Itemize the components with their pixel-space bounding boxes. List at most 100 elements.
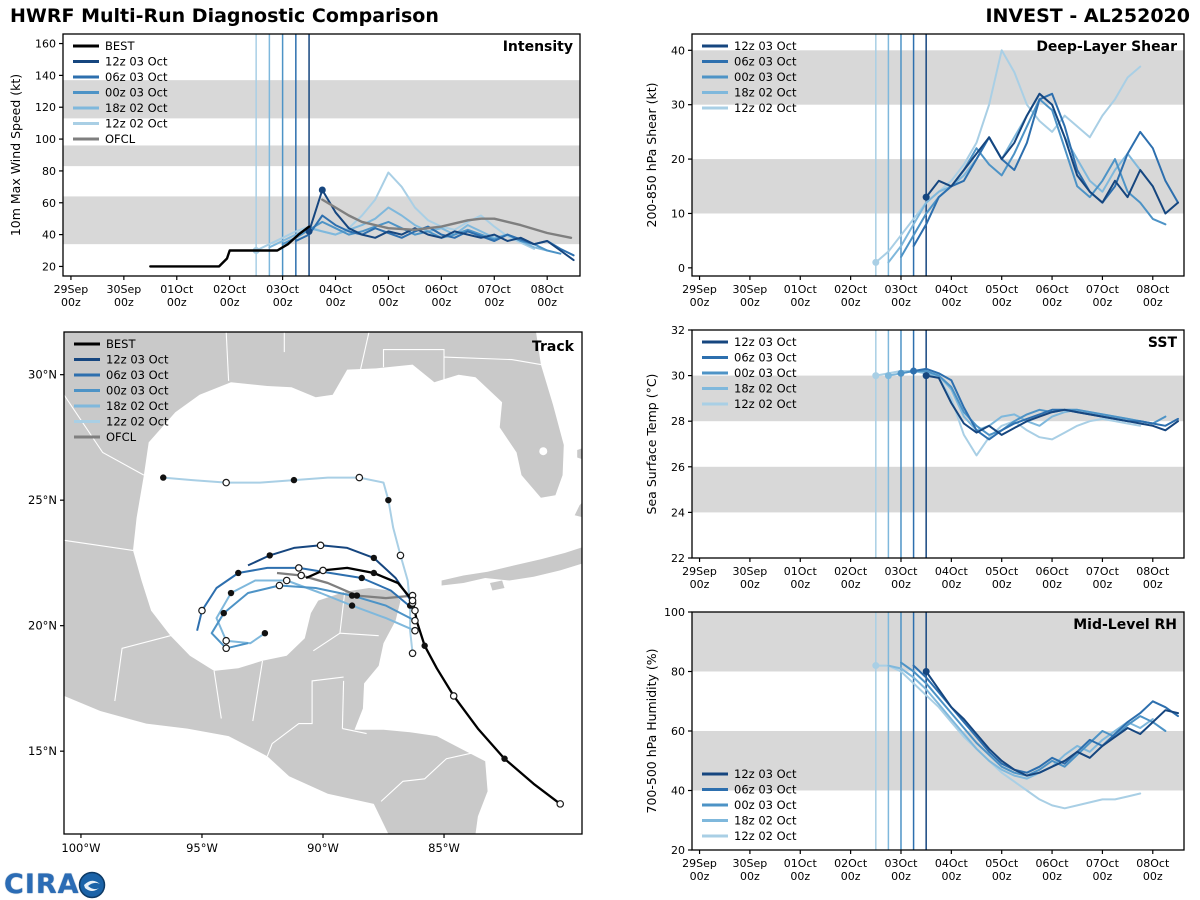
svg-text:07Oct: 07Oct: [1086, 565, 1120, 578]
svg-text:06Oct: 06Oct: [425, 283, 459, 296]
svg-text:00z: 00z: [941, 578, 961, 591]
svg-text:05Oct: 05Oct: [985, 283, 1019, 296]
svg-text:30: 30: [671, 370, 685, 383]
svg-text:BEST: BEST: [106, 337, 136, 351]
intensity-chart: 29Sep 00z 30Sep 00z 01Oct 00z 02Oct 00z 03Oct 00z…: [6, 28, 590, 322]
page-title: HWRF Multi-Run Diagnostic Comparison: [10, 5, 439, 27]
svg-text:OFCL: OFCL: [106, 430, 137, 444]
svg-text:15°N: 15°N: [28, 744, 57, 758]
svg-text:00z: 00z: [841, 870, 861, 883]
svg-text:18z 02 Oct: 18z 02 Oct: [734, 814, 797, 828]
svg-text:10: 10: [671, 207, 685, 220]
svg-text:03Oct: 03Oct: [884, 857, 918, 870]
svg-text:04Oct: 04Oct: [935, 565, 969, 578]
svg-text:90°W: 90°W: [307, 841, 339, 855]
svg-text:05Oct: 05Oct: [985, 857, 1019, 870]
svg-text:00z: 00z: [690, 296, 710, 309]
svg-text:00z: 00z: [167, 296, 187, 309]
track-map: 100°W 95°W 90°W 85°W 15°N 20°N 25°N 30°N Track BE…: [28, 331, 583, 855]
svg-text:80: 80: [671, 666, 685, 679]
svg-text:00z: 00z: [790, 296, 810, 309]
svg-text:00z: 00z: [537, 296, 557, 309]
svg-text:00z: 00z: [1042, 578, 1062, 591]
svg-text:OFCL: OFCL: [105, 132, 136, 146]
svg-text:00z: 00z: [941, 870, 961, 883]
svg-text:12z 02 Oct: 12z 02 Oct: [734, 101, 797, 115]
svg-text:00z: 00z: [690, 578, 710, 591]
svg-text:20: 20: [671, 153, 685, 166]
svg-text:Deep-Layer Shear: Deep-Layer Shear: [1036, 39, 1177, 55]
svg-text:30°N: 30°N: [28, 368, 57, 382]
svg-text:20: 20: [671, 844, 685, 857]
svg-text:00z: 00z: [992, 870, 1012, 883]
svg-text:100: 100: [35, 133, 56, 146]
svg-text:12z 03 Oct: 12z 03 Oct: [734, 767, 797, 781]
svg-text:60: 60: [671, 725, 685, 738]
svg-text:02Oct: 02Oct: [834, 857, 868, 870]
svg-text:00z: 00z: [841, 296, 861, 309]
svg-text:00z 03 Oct: 00z 03 Oct: [734, 366, 797, 380]
cira-globe-icon: [78, 871, 105, 898]
svg-text:08Oct: 08Oct: [531, 283, 565, 296]
svg-text:95°W: 95°W: [186, 841, 218, 855]
svg-text:28: 28: [671, 415, 685, 428]
storm-title: INVEST - AL252020: [985, 5, 1190, 27]
svg-text:05Oct: 05Oct: [372, 283, 406, 296]
svg-text:25°N: 25°N: [28, 493, 57, 507]
svg-text:06Oct: 06Oct: [1036, 857, 1070, 870]
svg-text:00z 03 Oct: 00z 03 Oct: [106, 384, 169, 398]
svg-text:Intensity: Intensity: [503, 39, 573, 55]
svg-text:00z: 00z: [690, 870, 710, 883]
svg-text:12z 02 Oct: 12z 02 Oct: [106, 415, 169, 429]
svg-text:30: 30: [671, 99, 685, 112]
svg-text:30Sep: 30Sep: [733, 283, 768, 296]
deep-layer-shear-chart: 29Sep 00z 30Sep 00z 01Oct 00z 02Oct 00z 03Oct 00z…: [642, 28, 1194, 322]
svg-text:08Oct: 08Oct: [1136, 283, 1170, 296]
svg-text:01Oct: 01Oct: [784, 283, 818, 296]
svg-text:18z 02 Oct: 18z 02 Oct: [734, 382, 797, 396]
svg-text:12z 03 Oct: 12z 03 Oct: [734, 335, 797, 349]
svg-text:00z 03 Oct: 00z 03 Oct: [734, 70, 797, 84]
svg-text:00z 03 Oct: 00z 03 Oct: [734, 798, 797, 812]
svg-text:140: 140: [35, 69, 56, 82]
svg-text:00z: 00z: [1143, 296, 1163, 309]
svg-text:00z: 00z: [790, 870, 810, 883]
svg-text:20°N: 20°N: [28, 619, 57, 633]
svg-text:02Oct: 02Oct: [834, 283, 868, 296]
svg-text:00z 03 Oct: 00z 03 Oct: [105, 86, 168, 100]
svg-text:00z: 00z: [891, 296, 911, 309]
svg-text:0: 0: [678, 262, 685, 275]
svg-text:02Oct: 02Oct: [213, 283, 247, 296]
svg-text:00z: 00z: [1093, 296, 1113, 309]
svg-text:00z: 00z: [941, 296, 961, 309]
svg-text:06z 03 Oct: 06z 03 Oct: [734, 783, 797, 797]
svg-text:02Oct: 02Oct: [834, 565, 868, 578]
svg-text:100°W: 100°W: [61, 841, 100, 855]
svg-text:12z 02 Oct: 12z 02 Oct: [734, 397, 797, 411]
svg-text:00z: 00z: [61, 296, 81, 309]
svg-text:00z: 00z: [891, 578, 911, 591]
svg-text:40: 40: [671, 44, 685, 57]
svg-text:22: 22: [671, 552, 685, 565]
mid-level-rh-chart: 29Sep 00z 30Sep 00z 01Oct 00z 02Oct 00z 03Oct 00z…: [642, 606, 1194, 896]
svg-text:18z 02 Oct: 18z 02 Oct: [105, 101, 168, 115]
svg-text:00z: 00z: [740, 296, 760, 309]
svg-text:00z: 00z: [992, 578, 1012, 591]
svg-text:40: 40: [42, 229, 56, 242]
svg-text:30Sep: 30Sep: [733, 565, 768, 578]
svg-text:00z: 00z: [220, 296, 240, 309]
svg-text:00z: 00z: [1093, 578, 1113, 591]
svg-text:29Sep: 29Sep: [54, 283, 89, 296]
shear-plot: 29Sep00z30Sep00z01Oct00z02Oct00z03Oct00z…: [644, 33, 1185, 309]
svg-text:01Oct: 01Oct: [160, 283, 194, 296]
svg-text:00z: 00z: [740, 870, 760, 883]
svg-text:00z: 00z: [273, 296, 293, 309]
svg-text:200-850 hPa Shear (kt): 200-850 hPa Shear (kt): [644, 83, 659, 228]
svg-text:07Oct: 07Oct: [1086, 857, 1120, 870]
svg-text:700-500 hPa Humidity (%): 700-500 hPa Humidity (%): [644, 648, 659, 813]
svg-text:18z 02 Oct: 18z 02 Oct: [734, 86, 797, 100]
svg-text:08Oct: 08Oct: [1136, 565, 1170, 578]
svg-text:00z: 00z: [1143, 870, 1163, 883]
svg-text:00z: 00z: [484, 296, 504, 309]
